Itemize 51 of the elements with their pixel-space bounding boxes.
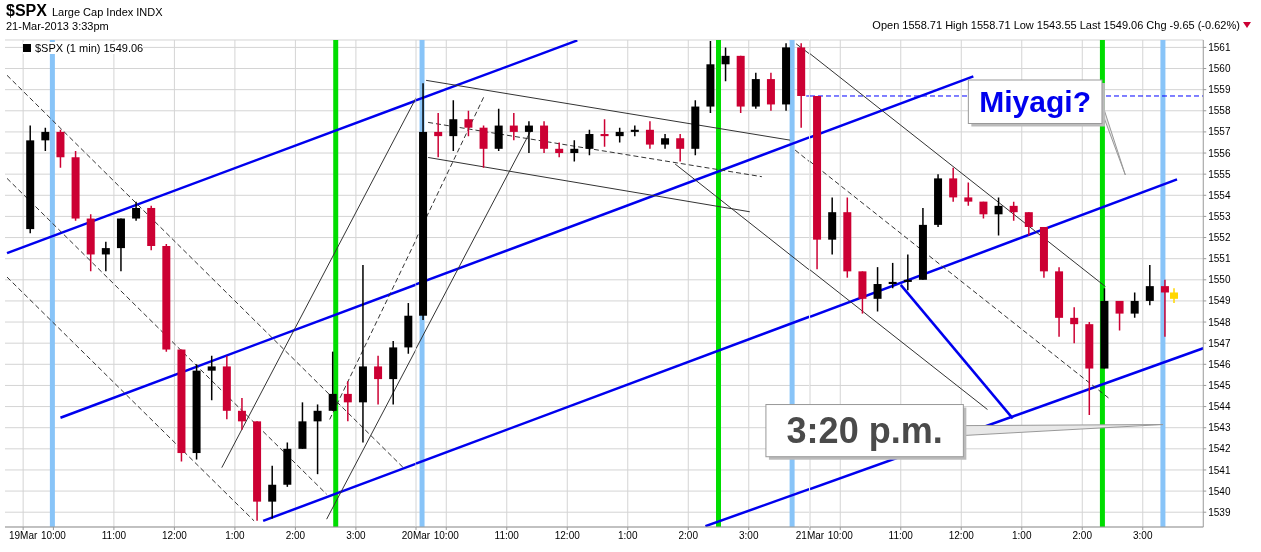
- y-tick-label: 1542: [1207, 443, 1231, 455]
- y-tick-label: 1544: [1207, 401, 1231, 413]
- x-tick-label: 3:00: [739, 530, 760, 542]
- y-tick-label: 1547: [1207, 337, 1231, 349]
- x-tick-label: 10:00: [40, 530, 67, 542]
- y-tick-label: 1545: [1207, 379, 1231, 391]
- y-tick-label: 1559: [1207, 84, 1231, 96]
- text: Open 1558.71 High 1558.71 Low 1543.55 Last 1549.06 Chg -9.65 (-0.62%): [872, 19, 1240, 31]
- x-tick-label: 2:00: [285, 530, 306, 542]
- y-tick-label: 1550: [1207, 274, 1231, 286]
- y-tick-label: 1552: [1207, 232, 1231, 244]
- text: 21-Mar-2013 3:33pm: [6, 20, 109, 32]
- y-tick-label: 1548: [1207, 316, 1231, 328]
- x-tick-label: 20Mar: [402, 530, 432, 542]
- x-tick-label: 11:00: [888, 530, 913, 542]
- x-tick-label: 11:00: [494, 530, 520, 542]
- y-tick-label: 1561: [1207, 41, 1231, 53]
- chart-title: $SPX: [6, 2, 47, 19]
- chart-subtitle: Large Cap Index INDX: [51, 6, 163, 18]
- x-tick-label: 3:00: [346, 530, 367, 542]
- y-tick-label: 1560: [1207, 63, 1231, 75]
- x-tick-label: 12:00: [555, 530, 581, 542]
- x-tick-label: 3:00: [1132, 530, 1153, 542]
- annotation: Miyagi?: [978, 85, 1091, 119]
- x-tick-label: 19Mar: [8, 530, 38, 542]
- x-tick-label: 1:00: [618, 530, 639, 542]
- y-tick-label: 1540: [1207, 485, 1231, 497]
- y-tick-label: 1555: [1207, 168, 1231, 180]
- x-tick-label: 2:00: [678, 530, 699, 542]
- x-tick-label: 11:00: [101, 530, 127, 542]
- y-tick-label: 1551: [1207, 253, 1231, 265]
- x-tick-label: 2:00: [1072, 530, 1093, 542]
- x-tick-label: 21Mar: [795, 530, 825, 542]
- x-tick-label: 1:00: [1011, 530, 1032, 542]
- y-tick-label: 1554: [1207, 189, 1231, 201]
- y-tick-label: 1558: [1207, 105, 1231, 117]
- x-tick-label: 12:00: [948, 530, 974, 542]
- x-tick-label: 10:00: [434, 530, 460, 542]
- x-tick-label: 12:00: [161, 530, 188, 542]
- y-tick-label: 1549: [1207, 295, 1231, 307]
- y-tick-label: 1546: [1207, 358, 1231, 370]
- legend-label: $SPX (1 min) 1549.06: [35, 42, 144, 54]
- y-tick-label: 1556: [1207, 147, 1231, 159]
- y-tick-label: 1543: [1207, 422, 1231, 434]
- y-tick-label: 1553: [1207, 210, 1231, 222]
- y-tick-label: 1541: [1207, 464, 1231, 476]
- x-tick-label: 1:00: [225, 530, 246, 542]
- x-tick-label: 10:00: [827, 530, 853, 542]
- annotation: 3:20 p.m.: [786, 410, 943, 452]
- y-tick-label: 1557: [1207, 126, 1231, 138]
- y-tick-label: 1539: [1207, 506, 1231, 518]
